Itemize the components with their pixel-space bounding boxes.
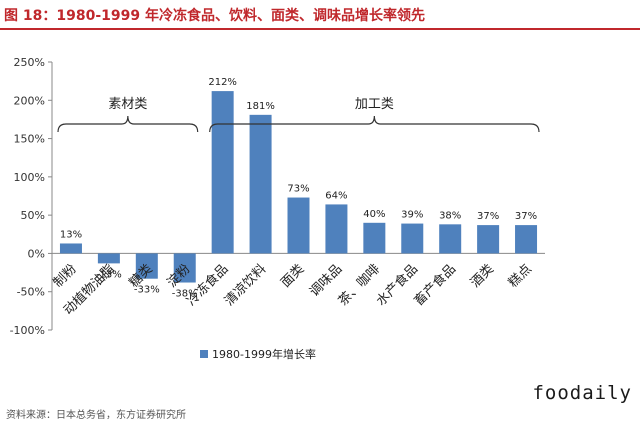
figure-title: 图 18：1980-1999 年冷冻食品、饮料、面类、调味品增长率领先 bbox=[4, 8, 425, 24]
y-tick-label: 0% bbox=[28, 247, 45, 260]
group-label: 加工类 bbox=[355, 97, 394, 112]
legend-swatch bbox=[200, 350, 208, 358]
y-tick-label: -50% bbox=[17, 286, 45, 299]
bar bbox=[325, 204, 348, 254]
bar-chart: -100% -50% 0% 50% 100% 150% 200% 250% 13% -13% -33… bbox=[0, 40, 640, 390]
legend-label: 1980-1999年增长率 bbox=[212, 347, 316, 361]
bar-value-label: 39% bbox=[401, 210, 423, 221]
chart-svg: -100% -50% 0% 50% 100% 150% 200% 250% 13% -13% -33… bbox=[10, 56, 545, 361]
bar bbox=[515, 225, 538, 254]
title-bar: 图 18：1980-1999 年冷冻食品、饮料、面类、调味品增长率领先 bbox=[0, 0, 640, 30]
y-tick-label: 50% bbox=[21, 209, 45, 222]
bar bbox=[97, 253, 120, 264]
y-tick-label: 150% bbox=[14, 133, 45, 146]
brand-watermark: foodaily bbox=[532, 382, 632, 404]
x-category-label: 酒类 bbox=[468, 262, 497, 291]
x-category-label: 制粉 bbox=[51, 262, 80, 291]
y-tick-label: -100% bbox=[10, 324, 45, 337]
y-tick-label: 200% bbox=[14, 94, 45, 107]
x-category-label: 清凉饮料 bbox=[222, 262, 269, 309]
title-divider bbox=[0, 28, 640, 30]
bar-value-label: 38% bbox=[439, 210, 461, 221]
bar-value-label: -38% bbox=[172, 289, 198, 300]
group-brace bbox=[209, 115, 540, 133]
bar bbox=[135, 253, 158, 279]
source-note: 资料来源：日本总务省，东方证券研究所 bbox=[6, 410, 186, 421]
bar-value-label: 181% bbox=[246, 101, 275, 112]
bar-value-label: 64% bbox=[325, 190, 347, 201]
x-category-label: 面类 bbox=[278, 262, 307, 291]
bar bbox=[439, 224, 462, 254]
bar-value-label: 40% bbox=[363, 209, 385, 220]
bar-value-label: -33% bbox=[134, 285, 160, 296]
bar-value-label: -13% bbox=[96, 269, 122, 280]
bar bbox=[59, 243, 82, 254]
bar-value-label: 37% bbox=[477, 211, 499, 222]
bar bbox=[173, 253, 196, 283]
bar-value-label: 13% bbox=[60, 229, 82, 240]
bar-value-label: 37% bbox=[515, 211, 537, 222]
bar bbox=[287, 197, 310, 254]
bar-value-label: 73% bbox=[287, 184, 309, 195]
y-tick-label: 100% bbox=[14, 171, 45, 184]
y-tick-label: 250% bbox=[14, 56, 45, 69]
group-label: 素材类 bbox=[108, 97, 147, 112]
bar-value-label: 212% bbox=[208, 77, 237, 88]
bar bbox=[363, 222, 386, 254]
bar bbox=[249, 114, 272, 254]
bar bbox=[211, 91, 234, 254]
bar bbox=[477, 225, 500, 254]
bar bbox=[401, 223, 424, 254]
x-category-label: 畜产食品 bbox=[411, 261, 459, 309]
x-category-label: 糕点 bbox=[506, 262, 535, 291]
group-brace bbox=[57, 115, 199, 133]
